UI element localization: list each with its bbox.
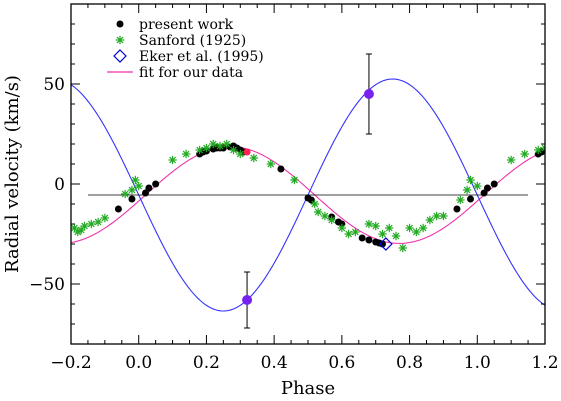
legend-label-2: Eker et al. (1995) <box>139 49 264 65</box>
point-s1-30 <box>364 219 374 229</box>
point-s1-19 <box>236 149 245 159</box>
point-s1-12 <box>181 149 191 159</box>
point-s1-33 <box>385 223 394 233</box>
point-s1-25 <box>320 211 330 221</box>
point-s1-27 <box>337 223 347 233</box>
point-s1-10 <box>134 181 143 191</box>
point-s0-31 <box>483 184 491 192</box>
point-s1-24 <box>313 207 323 217</box>
point-s1-26 <box>327 215 336 225</box>
point-s1-47 <box>520 149 529 159</box>
point-s1-3 <box>80 221 89 231</box>
point-s0-0 <box>114 205 122 213</box>
point-with-error-1 <box>363 89 374 99</box>
point-s1-48 <box>534 145 543 155</box>
point-s0-23 <box>358 234 366 242</box>
point-s1-23 <box>310 199 319 209</box>
legend-marker-0 <box>116 20 124 28</box>
point-s1-15 <box>209 139 218 149</box>
x-tick-label-6: 1.0 <box>464 353 491 373</box>
point-s1-22 <box>290 175 299 185</box>
point-s1-42 <box>456 195 465 205</box>
point-s1-38 <box>418 223 428 233</box>
x-tick-label-1: 0.0 <box>125 353 152 373</box>
point-s1-31 <box>371 221 380 231</box>
y-tick-label-0: −50 <box>29 275 65 295</box>
point-s0-17 <box>277 165 285 173</box>
y-tick-label-2: 50 <box>43 75 65 95</box>
point-s1-34 <box>391 231 401 241</box>
point-s0-30 <box>480 189 488 197</box>
point-s2-0 <box>379 237 393 251</box>
point-s1-11 <box>168 155 177 165</box>
point-s1-46 <box>506 155 516 165</box>
axis-ticks: −0.2 0.0 0.2 0.4 0.6 0.8 1.0 1.2 −50 0 50 <box>29 3 559 373</box>
point-s0-27 <box>378 240 386 248</box>
point-s1-39 <box>425 215 435 225</box>
legend-label-1: Sanford (1925) <box>139 33 246 49</box>
legend-label-3: fit for our data <box>139 65 243 81</box>
point-s0-28 <box>453 205 461 213</box>
point-s1-6 <box>100 213 110 223</box>
y-tick-label-1: 0 <box>54 175 65 195</box>
point-s1-29 <box>351 227 360 237</box>
point-s0-3 <box>145 184 153 192</box>
x-tick-label-3: 0.4 <box>261 353 288 373</box>
point-s1-13 <box>195 145 204 155</box>
point-s1-49 <box>540 143 545 153</box>
point-s1-14 <box>202 143 211 153</box>
data-points <box>71 53 545 329</box>
point-s1-28 <box>344 229 353 239</box>
point-s0-2 <box>141 189 149 197</box>
point-s1-8 <box>127 185 137 195</box>
point-s1-5 <box>93 217 103 227</box>
x-tick-label-2: 0.2 <box>193 353 220 373</box>
point-s1-45 <box>473 181 482 191</box>
point-s1-35 <box>398 243 407 253</box>
point-s0-24 <box>365 236 373 244</box>
x-tick-label-5: 0.8 <box>396 353 423 373</box>
point-with-error-0 <box>242 295 253 305</box>
point-s1-37 <box>412 227 421 237</box>
point-s1-21 <box>266 159 275 169</box>
point-s1-36 <box>405 223 414 233</box>
point-s1-9 <box>131 175 140 185</box>
point-s1-17 <box>222 139 231 149</box>
legend-marker-1 <box>115 35 125 45</box>
legend-label-0: present work <box>139 17 234 33</box>
point-s1-32 <box>378 229 387 239</box>
point-s0-1 <box>128 195 136 203</box>
point-s6-0 <box>243 148 251 156</box>
y-axis-title: Radial velocity (km/s) <box>2 75 23 273</box>
point-s0-32 <box>490 180 498 188</box>
point-s0-4 <box>152 180 160 188</box>
point-s1-43 <box>462 185 472 195</box>
x-tick-label-7: 1.2 <box>531 353 558 373</box>
point-s1-18 <box>229 145 238 155</box>
legend-marker-2 <box>113 49 127 63</box>
x-tick-label-4: 0.6 <box>328 353 355 373</box>
x-axis-title: Phase <box>281 378 335 399</box>
point-s1-20 <box>249 153 259 163</box>
point-s0-29 <box>467 195 475 203</box>
point-s1-4 <box>87 219 96 229</box>
x-tick-label-0: −0.2 <box>50 353 91 373</box>
point-s1-7 <box>120 189 130 199</box>
point-s1-16 <box>215 141 225 151</box>
point-s1-41 <box>439 211 448 221</box>
point-s1-44 <box>466 175 475 185</box>
